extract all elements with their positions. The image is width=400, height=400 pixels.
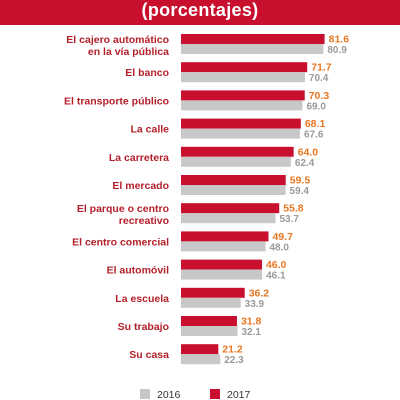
value-label-2016: 46.1 xyxy=(266,271,286,282)
bar-2017 xyxy=(181,344,219,355)
value-label-2017: 46.0 xyxy=(266,259,287,271)
value-label-2016: 80.9 xyxy=(327,45,347,56)
value-label-2016: 33.9 xyxy=(245,299,265,310)
value-label-2016: 62.4 xyxy=(295,158,315,169)
category-label: El mercado xyxy=(112,180,169,192)
category-label: El banco xyxy=(125,67,169,79)
bar-2017 xyxy=(181,175,286,185)
value-label-2016: 70.4 xyxy=(309,73,329,84)
value-label-2017: 59.5 xyxy=(290,175,311,187)
legend-label-2017: 2017 xyxy=(227,389,251,400)
value-label-2016: 32.1 xyxy=(241,327,261,338)
bar-2016 xyxy=(181,213,276,224)
category-label: El parque o centro recreativo xyxy=(77,203,169,227)
bar-2017 xyxy=(181,90,305,101)
bar-2016 xyxy=(181,44,324,54)
category-label: El cajero automático en la vía pública xyxy=(66,34,169,58)
value-label-2017: 70.3 xyxy=(309,90,330,102)
category-label: Su casa xyxy=(129,349,169,361)
chart-header: (porcentajes) xyxy=(0,0,400,25)
bar-2016 xyxy=(181,326,238,336)
value-label-2016: 69.0 xyxy=(306,101,326,112)
category-label: La calle xyxy=(130,124,169,136)
value-label-2016: 48.0 xyxy=(269,242,289,253)
category-label: Su trabajo xyxy=(118,321,169,333)
bar-2016 xyxy=(181,100,303,111)
bar-2016 xyxy=(181,269,263,280)
value-label-2016: 53.7 xyxy=(280,214,300,225)
bar-2017 xyxy=(181,316,237,326)
value-label-2017: 64.0 xyxy=(298,146,319,158)
value-label-2017: 36.2 xyxy=(249,287,270,299)
bar-2017 xyxy=(181,231,269,242)
bar-2016 xyxy=(181,297,241,308)
value-label-2016: 59.4 xyxy=(290,186,310,197)
value-label-2017: 68.1 xyxy=(305,118,326,130)
legend-label-2016: 2016 xyxy=(157,389,181,400)
legend-swatch-2016 xyxy=(140,389,150,399)
category-label: La carretera xyxy=(109,152,169,164)
value-label-2017: 55.8 xyxy=(283,203,304,215)
bar-2017 xyxy=(181,203,280,214)
legend-swatch-2017 xyxy=(210,389,220,399)
value-label-2017: 81.6 xyxy=(329,34,350,46)
bar-2017 xyxy=(181,62,308,73)
bar-2017 xyxy=(181,146,294,157)
chart-subtitle: (porcentajes) xyxy=(141,0,259,20)
bar-2016 xyxy=(181,72,305,83)
category-label: El automóvil xyxy=(107,265,170,277)
value-label-2016: 67.6 xyxy=(304,130,324,141)
bar-2017 xyxy=(181,34,325,44)
bar-2016 xyxy=(181,156,291,167)
bar-2016 xyxy=(181,354,221,365)
bar-2017 xyxy=(181,259,262,270)
value-label-2017: 71.7 xyxy=(311,62,332,74)
bar-2017 xyxy=(181,118,301,129)
bar-2016 xyxy=(181,185,286,195)
category-label: El centro comercial xyxy=(72,236,169,248)
category-label: El transporte público xyxy=(64,95,169,107)
value-label-2017: 31.8 xyxy=(241,316,262,328)
value-label-2017: 21.2 xyxy=(222,344,243,356)
bar-2016 xyxy=(181,241,266,252)
value-label-2017: 49.7 xyxy=(272,231,293,243)
bar-2017 xyxy=(181,287,245,298)
bar-2016 xyxy=(181,128,300,139)
category-label: La escuela xyxy=(115,293,169,305)
value-label-2016: 22.3 xyxy=(224,355,244,366)
